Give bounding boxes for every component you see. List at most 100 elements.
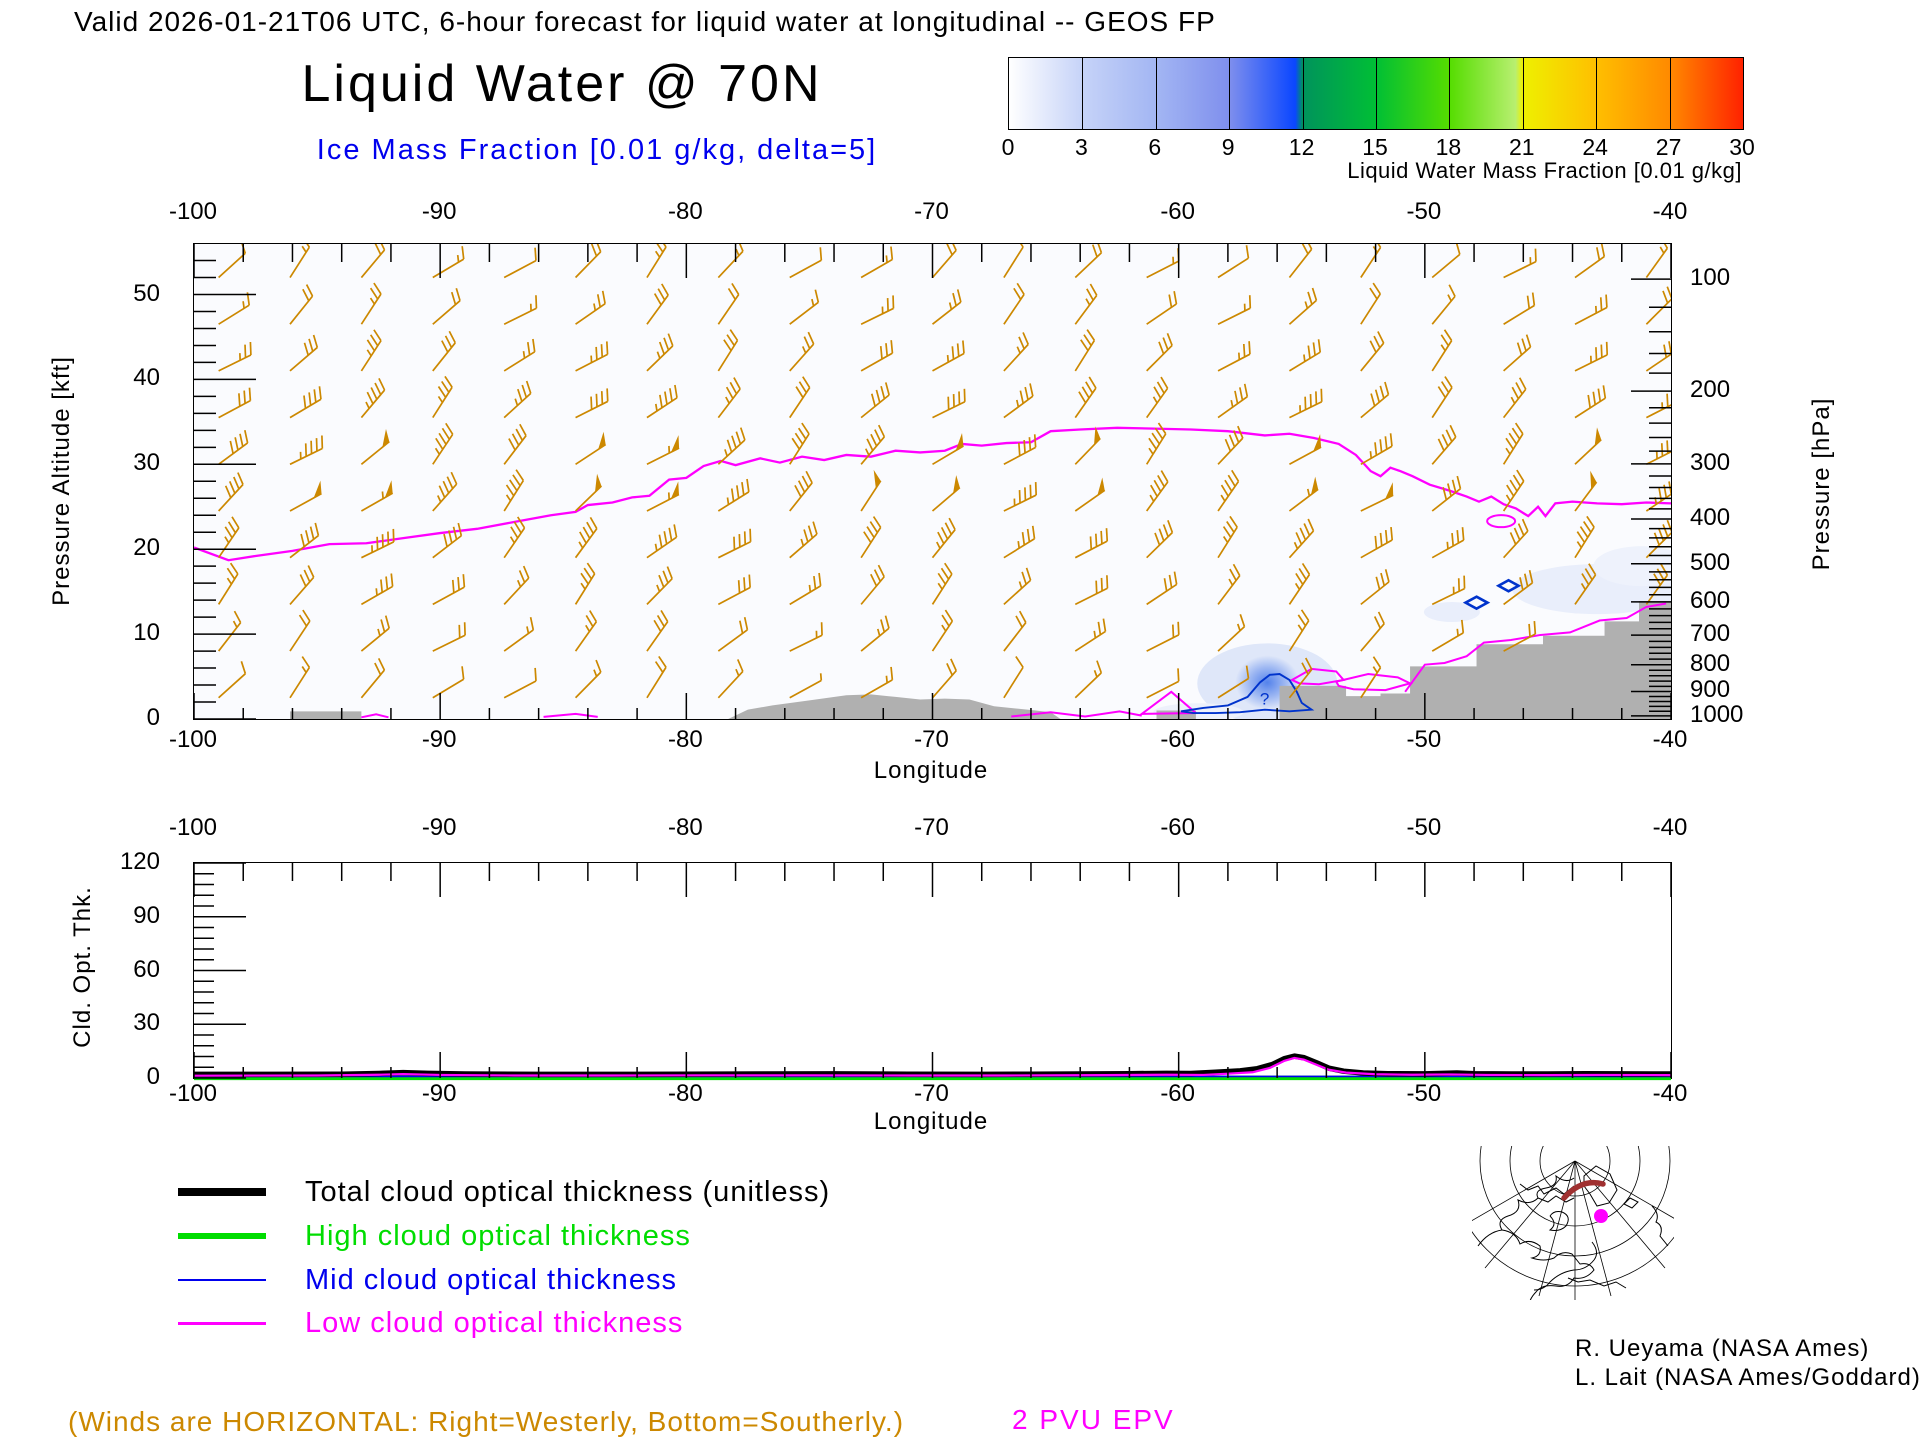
- colorbar-separator: [1229, 58, 1231, 129]
- colorbar-separator: [1669, 58, 1671, 129]
- kft-tick-label: 30: [133, 449, 160, 477]
- ice-mass-subtitle: Ice Mass Fraction [0.01 g/kg, delta=5]: [316, 134, 878, 166]
- colorbar-tick-label: 27: [1655, 134, 1682, 160]
- colorbar-separator: [1449, 58, 1451, 129]
- colorbar-tick-label: 0: [1001, 134, 1015, 160]
- colorbar-tick-label: 21: [1509, 134, 1535, 160]
- pressure-tick-label: 900: [1690, 676, 1731, 704]
- cot-tick-label: 30: [133, 1009, 160, 1037]
- colorbar-separator: [1522, 58, 1524, 129]
- pressure-axis-title: Pressure [hPa]: [1808, 397, 1835, 571]
- cross-section-track: [1561, 1179, 1606, 1201]
- colorbar-caption: Liquid Water Mass Fraction [0.01 g/kg]: [1347, 158, 1742, 183]
- pressure-tick-label: 500: [1690, 548, 1731, 576]
- pressure-tick-label: 200: [1690, 376, 1731, 404]
- colorbar-separator: [1596, 58, 1598, 129]
- main-bottom-tick-label: -80: [667, 726, 703, 753]
- cot-top-tick-label: -90: [421, 814, 457, 841]
- cot-top-tick-label: -70: [914, 814, 949, 841]
- colorbar-tick-label: 30: [1729, 134, 1755, 160]
- main-top-tick-label: -60: [1160, 198, 1195, 225]
- kft-tick-label: 0: [146, 704, 160, 731]
- main-bottom-tick-label: -70: [914, 726, 949, 753]
- pressure-tick-label: 400: [1690, 503, 1731, 531]
- cot-xlabel: Longitude: [873, 1108, 989, 1135]
- legend-label-mid: Mid cloud optical thickness: [305, 1264, 677, 1296]
- main-bottom-tick-label: -40: [1652, 726, 1688, 753]
- colorbar-tick-label: 9: [1221, 134, 1235, 160]
- main-top-tick-label: -90: [421, 198, 457, 225]
- pressure-tick-label: 300: [1690, 448, 1731, 476]
- main-top-tick-label: -70: [914, 198, 949, 225]
- cot-axis-ticks: [193, 862, 1672, 1079]
- cot-tick-label: 120: [119, 848, 160, 875]
- kft-tick-label: 10: [133, 619, 160, 647]
- kft-tick-label: 50: [133, 279, 160, 307]
- ice-contours: [1180, 578, 1522, 715]
- pv-epv-note: 2 PVU EPV: [1012, 1404, 1175, 1435]
- valid-time-line: Valid 2026-01-21T06 UTC, 6-hour forecast…: [74, 6, 1216, 37]
- cot-top-tick-label: -100: [168, 814, 218, 841]
- main-top-tick-label: -50: [1406, 198, 1442, 225]
- colorbar-tick-label: 18: [1435, 134, 1462, 160]
- legend-swatch-mid: [178, 1279, 266, 1282]
- colorbar-tick-label: 3: [1074, 134, 1088, 160]
- cot-top-tick-label: -50: [1406, 814, 1442, 841]
- pv-epv-oval: [1486, 514, 1517, 529]
- legend-label-total: Total cloud optical thickness (unitless): [305, 1176, 831, 1208]
- main-axis-ticks: [194, 244, 1671, 719]
- credit-line-1: R. Ueyama (NASA Ames): [1575, 1335, 1870, 1362]
- kft-tick-label: 40: [133, 364, 160, 392]
- page-title: Liquid Water @ 70N: [301, 55, 823, 113]
- location-marker: [1594, 1209, 1608, 1223]
- main-xlabel: Longitude: [873, 757, 989, 784]
- main-top-tick-label: -100: [168, 198, 218, 225]
- cross-section-plot: ?: [193, 243, 1672, 720]
- cot-bottom-tick-label: -70: [914, 1080, 949, 1107]
- cot-tick-label: 90: [133, 901, 160, 929]
- colorbar-separator: [1082, 58, 1084, 129]
- cot-top-tick-label: -60: [1160, 814, 1195, 841]
- legend-swatch-low: [178, 1322, 266, 1325]
- colorbar-tick-label: 12: [1288, 134, 1315, 160]
- colorbar-tick-label: 6: [1148, 134, 1162, 160]
- kft-axis-title: Pressure Altitude [kft]: [48, 356, 75, 606]
- pressure-tick-label: 1000: [1690, 700, 1744, 728]
- main-bottom-tick-label: -90: [421, 726, 457, 753]
- terrain-silhouette: [290, 600, 1671, 719]
- colorbar-tick-label: 15: [1362, 134, 1388, 160]
- map-coastlines: [1477, 1165, 1669, 1300]
- legend-label-high: High cloud optical thickness: [305, 1220, 691, 1252]
- colorbar-tick-label: 24: [1582, 134, 1608, 160]
- cot-bottom-tick-label: -100: [168, 1080, 218, 1107]
- cot-bottom-tick-label: -50: [1406, 1080, 1442, 1107]
- colorbar-separator: [1155, 58, 1157, 129]
- main-top-tick-label: -40: [1652, 198, 1688, 225]
- cot-tick-label: 0: [146, 1063, 160, 1090]
- cot-bottom-tick-label: -80: [667, 1080, 703, 1107]
- main-top-tick-label: -80: [667, 198, 703, 225]
- main-bottom-tick-label: -50: [1406, 726, 1442, 753]
- legend-label-low: Low cloud optical thickness: [305, 1307, 684, 1339]
- pressure-tick-label: 700: [1690, 620, 1731, 648]
- kft-tick-label: 20: [133, 534, 160, 562]
- legend-swatch-total: [178, 1188, 266, 1196]
- winds-note: (Winds are HORIZONTAL: Right=Westerly, B…: [68, 1406, 905, 1437]
- main-bottom-tick-label: -100: [168, 726, 218, 753]
- pressure-tick-label: 600: [1690, 586, 1731, 614]
- cot-series-3: [193, 1056, 1672, 1077]
- contour-label: ?: [1260, 690, 1269, 709]
- colorbar-separator: [1302, 58, 1304, 129]
- cloud-optical-thickness-plot: [193, 862, 1672, 1081]
- legend-swatch-high: [178, 1233, 266, 1239]
- cot-top-tick-label: -40: [1652, 814, 1688, 841]
- pv-epv-line: [194, 426, 1671, 562]
- cot-axis-title: Cld. Opt. Thk.: [69, 886, 96, 1048]
- cot-bottom-tick-label: -90: [421, 1080, 457, 1107]
- cot-top-tick-label: -80: [667, 814, 703, 841]
- pressure-tick-label: 100: [1690, 264, 1731, 292]
- colorbar-separator: [1376, 58, 1377, 129]
- cot-tick-label: 60: [133, 955, 160, 983]
- main-bottom-tick-label: -60: [1160, 726, 1195, 753]
